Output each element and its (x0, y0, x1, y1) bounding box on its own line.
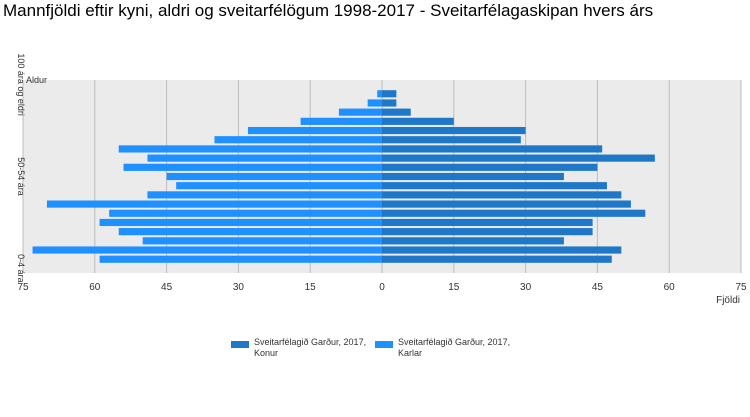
bar-karlar (118, 228, 382, 236)
bar-karlar (32, 246, 382, 254)
bar-karlar (142, 237, 382, 245)
bar-karlar (247, 126, 382, 135)
y-axis-label: Aldur (26, 75, 47, 85)
x-tick-label: 15 (448, 282, 460, 293)
bar-konur (382, 237, 564, 245)
bar-konur (382, 126, 526, 135)
y-axis-ticks: 0-4 ára 50-54 ára 100 ára og eldri (16, 53, 26, 282)
bar-konur (382, 145, 603, 153)
x-axis-label: Fjöldi (716, 295, 740, 306)
bar-konur (382, 163, 598, 171)
x-axis-ticks: 75 60 45 30 15 0 15 30 45 60 75 (17, 282, 747, 293)
bar-karlar (214, 136, 382, 144)
bar-karlar (99, 218, 382, 227)
x-tick-label: 75 (735, 282, 747, 293)
bar-konur (382, 218, 593, 227)
legend-item-karlar: Sveitarfélagið Garður, 2017, Karlar (375, 337, 523, 359)
bar-konur (382, 90, 397, 98)
x-tick-label: 60 (664, 282, 676, 293)
bar-karlar (46, 200, 382, 208)
bar-konur (382, 172, 564, 181)
bar-konur (382, 108, 411, 116)
bar-karlar (367, 99, 382, 107)
bar-karlar (147, 191, 382, 199)
bar-konur (382, 99, 397, 107)
bar-karlar (109, 209, 382, 217)
bar-konur (382, 228, 593, 236)
bar-karlar (377, 90, 382, 98)
bar-karlar (300, 117, 382, 125)
y-tick-label: 0-4 ára (16, 254, 26, 283)
y-tick-label: 100 ára og eldri (16, 53, 26, 116)
bar-konur (382, 191, 622, 199)
y-tick-label: 50-54 ára (16, 157, 26, 196)
bar-konur (382, 209, 646, 217)
x-tick-label: 15 (305, 282, 317, 293)
bar-konur (382, 117, 454, 125)
bar-konur (382, 136, 521, 144)
x-tick-label: 0 (379, 282, 385, 293)
bar-konur (382, 154, 655, 162)
population-pyramid-chart: 75 60 45 30 15 0 15 30 45 60 75 0-4 ára 50-54 ára 10… (16, 53, 747, 306)
legend-label-karlar: Sveitarfélagið Garður, 2017, Karlar (398, 337, 511, 358)
x-tick-label: 30 (520, 282, 532, 293)
legend-swatch-karlar (375, 341, 393, 348)
x-tick-label: 75 (17, 282, 29, 293)
chart-title: Mannfjöldi eftir kyni, aldri og sveitarf… (3, 1, 654, 20)
x-tick-label: 45 (592, 282, 604, 293)
bar-karlar (118, 145, 382, 153)
bar-karlar (166, 172, 382, 181)
x-tick-label: 60 (89, 282, 101, 293)
bar-karlar (123, 163, 383, 171)
legend-label-konur: Sveitarfélagið Garður, 2017, Konur (254, 337, 367, 358)
legend-swatch-konur (231, 341, 249, 348)
x-tick-label: 30 (233, 282, 245, 293)
bar-konur (382, 200, 631, 208)
legend-item-konur: Sveitarfélagið Garður, 2017, Konur (231, 337, 379, 359)
bar-konur (382, 255, 612, 263)
x-tick-label: 45 (161, 282, 173, 293)
bar-karlar (176, 182, 382, 190)
bar-konur (382, 182, 607, 190)
bar-karlar (147, 154, 382, 162)
bar-karlar (338, 108, 382, 116)
bars (32, 90, 655, 263)
bar-konur (382, 246, 622, 254)
bar-karlar (99, 255, 382, 263)
